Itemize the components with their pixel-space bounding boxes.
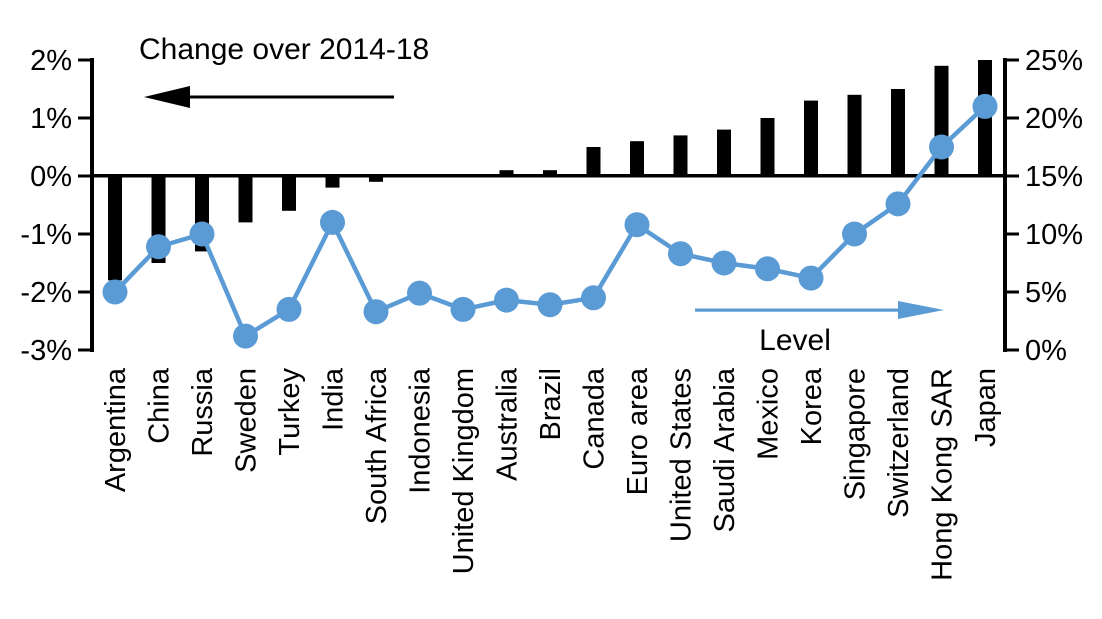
category-label-mexico: Mexico	[753, 368, 785, 460]
line-series-label: Level	[759, 324, 831, 357]
bar-turkey	[282, 176, 296, 211]
marker-united-states	[668, 241, 693, 267]
left-axis-tick	[78, 58, 92, 62]
bar-brazil	[543, 170, 557, 176]
left-axis-tick-label: -1%	[20, 219, 72, 251]
category-label-canada: Canada	[579, 367, 611, 469]
left-axis-line	[90, 58, 94, 352]
marker-korea	[798, 265, 824, 291]
right-axis-line	[1003, 58, 1007, 352]
marker-euro-area	[624, 212, 650, 238]
marker-mexico	[755, 256, 780, 282]
bar-euro-area	[630, 141, 644, 176]
bar-united-states	[673, 135, 688, 176]
category-label-saudi-arabia: Saudi Arabia	[709, 367, 741, 532]
category-label-euro-area: Euro area	[622, 367, 654, 495]
marker-indonesia	[407, 280, 432, 306]
category-label-argentina: Argentina	[100, 367, 132, 492]
right-axis-tick-label: 20%	[1025, 103, 1083, 135]
marker-china	[146, 234, 171, 260]
bar-series-arrow-shaft	[188, 95, 394, 99]
left-axis-tick-label: -2%	[20, 277, 72, 309]
right-axis-tick	[1005, 290, 1019, 294]
right-axis-tick	[1005, 58, 1019, 62]
category-label-korea: Korea	[796, 367, 828, 445]
right-axis-tick-label: 25%	[1025, 45, 1083, 77]
marker-india	[320, 209, 345, 235]
bar-sweden	[238, 176, 253, 223]
bar-india	[325, 176, 340, 188]
line-series-arrow-head	[898, 301, 944, 319]
bar-singapore	[847, 94, 862, 176]
marker-australia	[494, 287, 519, 313]
category-label-india: India	[318, 367, 350, 431]
right-axis-tick-label: 5%	[1025, 277, 1067, 309]
right-axis-tick-label: 0%	[1025, 335, 1067, 367]
category-label-russia: Russia	[187, 367, 219, 457]
marker-turkey	[276, 296, 302, 322]
marker-argentina	[102, 279, 128, 305]
category-label-united-kingdom: United Kingdom	[448, 368, 480, 574]
category-label-turkey: Turkey	[274, 368, 306, 456]
bar-south-africa	[369, 176, 383, 182]
category-label-singapore: Singapore	[840, 368, 872, 500]
bar-series-label: Change over 2014-18	[139, 33, 430, 66]
right-axis-tick	[1005, 174, 1019, 178]
category-label-indonesia: Indonesia	[405, 367, 437, 494]
left-axis-tick	[78, 116, 92, 120]
category-label-japan: Japan	[970, 368, 1002, 447]
marker-brazil	[537, 292, 563, 318]
category-label-switzerland: Switzerland	[883, 368, 915, 518]
bar-korea	[804, 100, 818, 176]
marker-singapore	[842, 221, 867, 247]
category-label-brazil: Brazil	[535, 368, 567, 441]
right-axis-tick-label: 15%	[1025, 161, 1083, 193]
left-axis-tick	[78, 174, 92, 178]
zero-line	[92, 174, 1005, 178]
left-axis-tick	[78, 348, 92, 352]
marker-sweden	[233, 323, 258, 349]
marker-hong-kong-sar	[929, 134, 954, 160]
right-axis-tick-label: 10%	[1025, 219, 1083, 251]
left-axis-tick-label: 2%	[30, 45, 72, 77]
bar-switzerland	[891, 89, 905, 176]
marker-south-africa	[363, 299, 389, 325]
bar-mexico	[760, 118, 775, 176]
marker-canada	[581, 285, 606, 311]
marker-united-kingdom	[450, 296, 476, 322]
left-axis-tick-label: 0%	[30, 161, 72, 193]
right-axis-tick	[1005, 232, 1019, 236]
category-label-australia: Australia	[492, 367, 524, 481]
category-label-united-states: United States	[666, 368, 698, 542]
left-axis-tick-label: 1%	[30, 103, 72, 135]
left-axis-tick	[78, 232, 92, 236]
marker-saudi-arabia	[711, 250, 737, 276]
marker-russia	[189, 221, 215, 247]
left-axis-tick	[78, 290, 92, 294]
category-label-south-africa: South Africa	[361, 367, 393, 524]
bar-saudi-arabia	[717, 129, 731, 176]
right-axis-tick	[1005, 116, 1019, 120]
bar-series-arrow-head	[144, 86, 190, 108]
right-axis-tick	[1005, 348, 1019, 352]
category-label-hong-kong-sar: Hong Kong SAR	[927, 368, 959, 581]
category-label-china: China	[144, 367, 176, 444]
bar-argentina	[108, 176, 122, 281]
line-series-arrow-shaft	[695, 308, 902, 312]
marker-japan	[972, 93, 998, 119]
marker-switzerland	[885, 191, 911, 217]
bar-canada	[586, 147, 601, 176]
category-label-sweden: Sweden	[231, 368, 263, 473]
bar-australia	[499, 170, 514, 176]
left-axis-tick-label: -3%	[20, 335, 72, 367]
